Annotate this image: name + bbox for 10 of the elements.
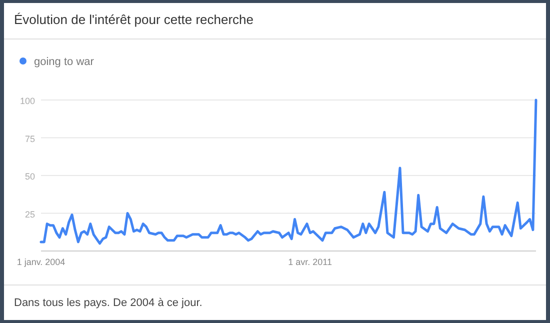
y-tick-label: 75 [24,134,35,144]
y-tick-label: 50 [24,172,35,182]
y-tick-label: 25 [24,209,35,220]
x-tick-label: 1 janv. 2004 [16,257,66,267]
line-series [40,98,538,245]
legend-label: going to war [34,56,94,68]
y-tick-label: 100 [20,96,35,106]
text: Dans tous les pays. De 2004 à ce jour. [14,297,202,309]
x-tick-label: 1 avr. 2011 [288,257,332,267]
chart-title: Évolution de l'intérêt pour cette recherche [14,12,254,27]
